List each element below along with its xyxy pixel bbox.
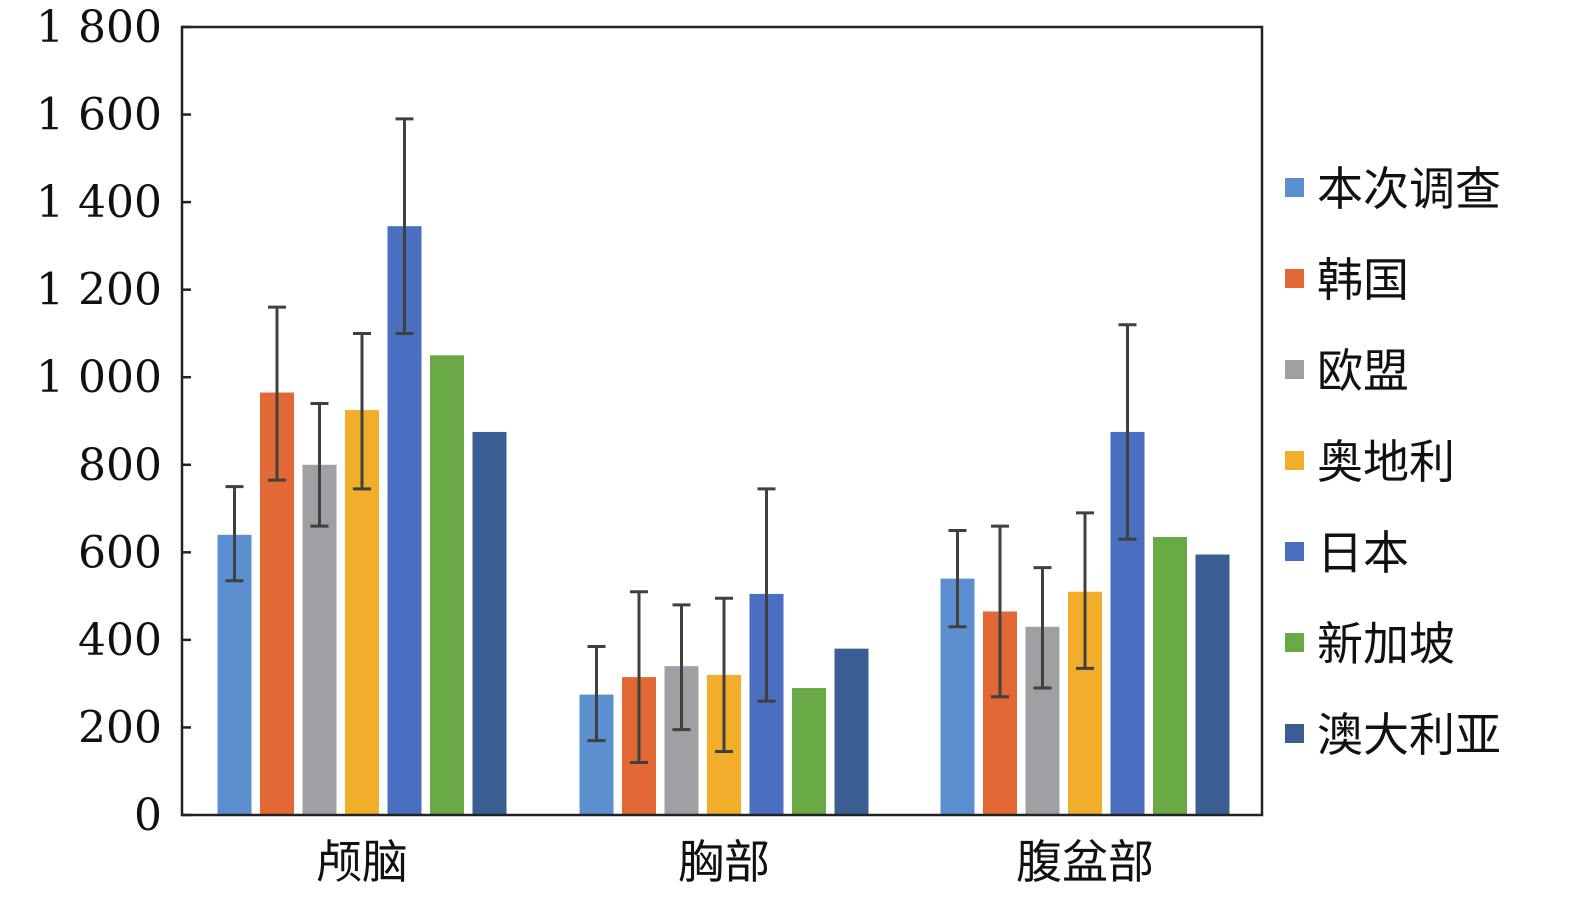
legend-label: 奥地利 bbox=[1317, 435, 1455, 489]
legend-swatch bbox=[1285, 269, 1304, 288]
legend-item: 新加坡 bbox=[1285, 617, 1455, 671]
y-tick-label: 1 400 bbox=[36, 177, 162, 228]
y-axis: 0 200 400 600 800 1 000 1 200 1 400 1 600 1 800 bbox=[36, 2, 191, 841]
error-bar bbox=[587, 644, 606, 743]
y-tick-label: 1 600 bbox=[36, 90, 162, 141]
error-bar bbox=[268, 305, 286, 482]
legend-item: 本次调查 bbox=[1285, 162, 1501, 216]
y-tick-label: 1 200 bbox=[36, 265, 162, 316]
legend-swatch bbox=[1285, 178, 1304, 197]
error-bar bbox=[225, 485, 244, 583]
y-tick-label: 600 bbox=[78, 527, 162, 578]
legend-item: 欧盟 bbox=[1285, 344, 1409, 398]
y-tick-label: 400 bbox=[78, 615, 162, 666]
error-bar bbox=[757, 487, 776, 703]
error-bar bbox=[395, 117, 414, 335]
y-tick-label: 1 000 bbox=[36, 352, 162, 403]
legend-swatch bbox=[1285, 360, 1304, 379]
bar bbox=[1153, 537, 1187, 815]
x-category-label: 胸部 bbox=[678, 835, 770, 889]
bar bbox=[834, 648, 869, 815]
legend-item: 韩国 bbox=[1285, 253, 1409, 307]
plot-area bbox=[180, 25, 1264, 817]
legend-swatch bbox=[1285, 633, 1304, 652]
legend-label: 日本 bbox=[1317, 526, 1409, 580]
error-bar bbox=[1076, 511, 1094, 670]
y-tick-label: 0 bbox=[134, 790, 162, 841]
legend-label: 新加坡 bbox=[1317, 617, 1455, 671]
plot-frame bbox=[180, 25, 1264, 817]
legend-label: 本次调查 bbox=[1317, 162, 1501, 216]
legend-swatch bbox=[1285, 451, 1304, 470]
legend-label: 澳大利亚 bbox=[1317, 708, 1501, 762]
legend-label: 欧盟 bbox=[1317, 344, 1409, 398]
legend-swatch bbox=[1285, 542, 1304, 561]
y-tick-label: 800 bbox=[78, 440, 162, 491]
error-bar bbox=[353, 331, 371, 491]
error-bar bbox=[310, 401, 329, 528]
error-bar bbox=[1033, 566, 1052, 690]
bar bbox=[792, 688, 826, 815]
legend-item: 奥地利 bbox=[1285, 435, 1455, 489]
x-category-label: 颅脑 bbox=[316, 835, 408, 889]
bar bbox=[430, 355, 464, 815]
error-bar bbox=[672, 603, 691, 732]
error-bar bbox=[1118, 323, 1137, 541]
y-tick-label: 1 800 bbox=[36, 2, 162, 53]
error-bar bbox=[948, 528, 967, 629]
legend-swatch bbox=[1285, 724, 1304, 743]
bar bbox=[1195, 554, 1230, 815]
error-bar bbox=[630, 590, 648, 764]
error-bar bbox=[715, 596, 733, 754]
legend-item: 澳大利亚 bbox=[1285, 708, 1501, 762]
error-bar bbox=[991, 524, 1009, 699]
x-axis: 颅脑 胸部 腹盆部 bbox=[316, 835, 1154, 889]
legend-label: 韩国 bbox=[1317, 253, 1409, 307]
bar bbox=[472, 431, 507, 815]
y-tick-label: 200 bbox=[78, 702, 162, 753]
x-category-label: 腹盆部 bbox=[1016, 835, 1154, 889]
legend-item: 日本 bbox=[1285, 526, 1409, 580]
